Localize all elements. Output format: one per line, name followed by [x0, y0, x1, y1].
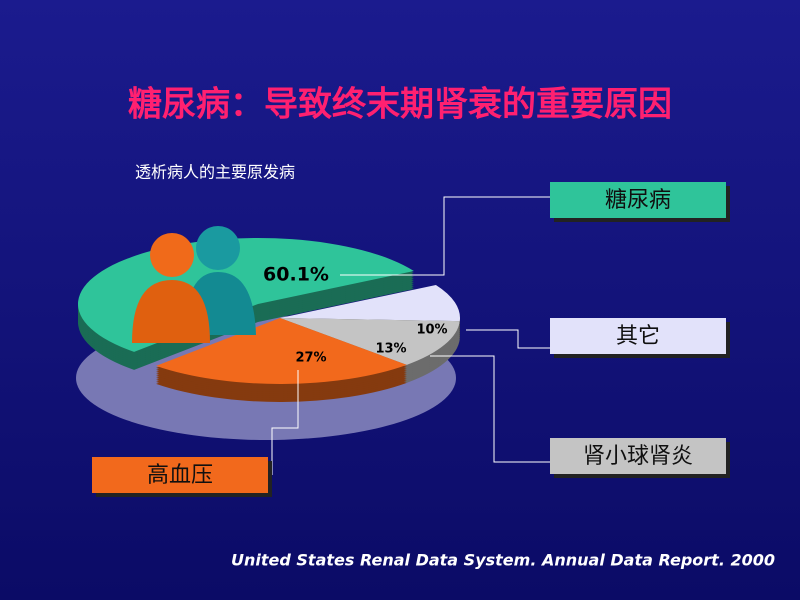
people-icon: [132, 226, 256, 343]
value-label: 13%: [375, 342, 406, 357]
legend-box: [550, 318, 726, 354]
legend-label: 高血压: [147, 463, 213, 488]
legend-label: 其它: [616, 324, 660, 349]
connector-line: [466, 329, 550, 349]
chart-subtitle: 透析病人的主要原发病: [135, 163, 295, 182]
connector-line: [271, 370, 299, 475]
legend-box: [550, 438, 726, 474]
pie-slice: [156, 318, 407, 385]
value-label: 60.1%: [263, 264, 329, 286]
legend-label: 糖尿病: [605, 188, 671, 213]
value-label: 27%: [295, 351, 326, 366]
pie-slice: [280, 285, 461, 322]
legend-label: 肾小球肾炎: [583, 444, 693, 469]
pie-slice: [280, 318, 460, 365]
connector-line: [340, 196, 550, 276]
value-label: 10%: [416, 323, 447, 338]
connector-line: [430, 355, 550, 463]
slide-title: 糖尿病：导致终末期肾衰的重要原因: [128, 85, 672, 125]
source-note: United States Renal Data System. Annual …: [231, 551, 775, 570]
legend-box: [92, 457, 268, 493]
legend-box: [550, 182, 726, 218]
